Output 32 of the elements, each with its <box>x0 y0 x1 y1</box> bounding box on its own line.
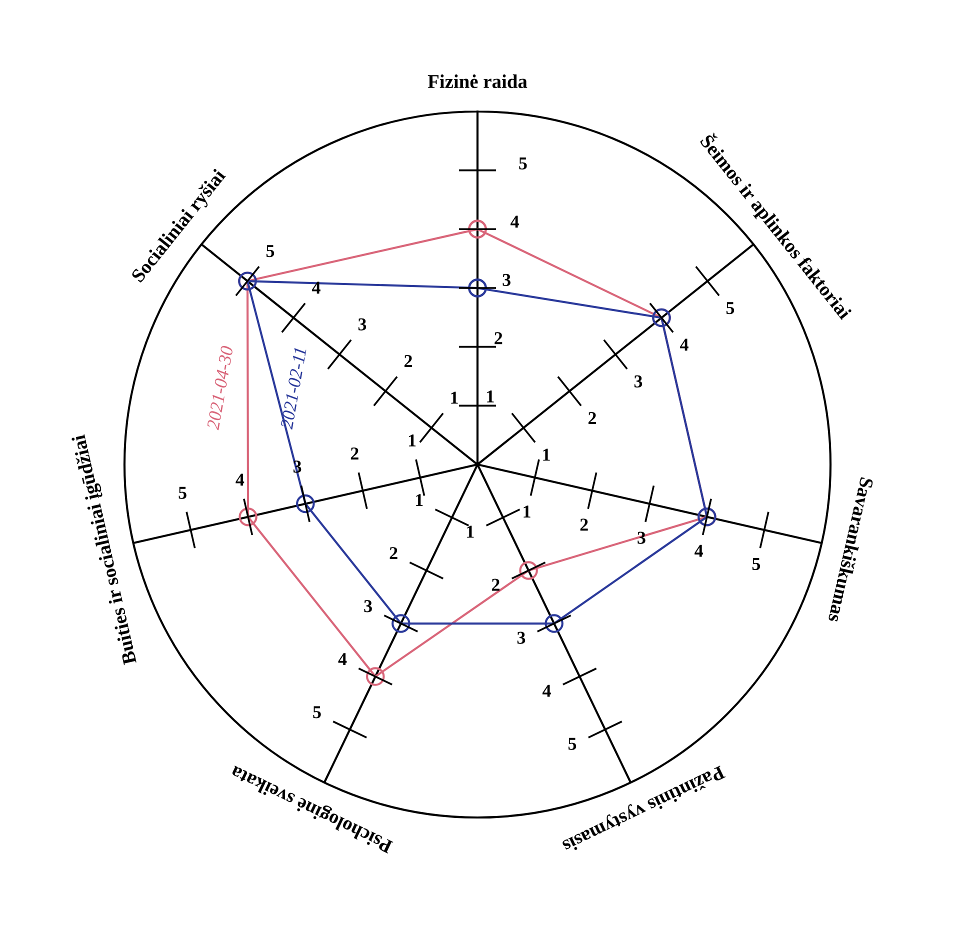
text: 3 <box>502 274 510 286</box>
text: 5 <box>726 302 734 314</box>
text: 5 <box>519 158 527 170</box>
text: 2 <box>350 448 358 460</box>
text: 2021-02-11 <box>280 348 306 430</box>
text: 5 <box>752 558 760 570</box>
text: 5 <box>266 245 274 258</box>
text: 4 <box>680 338 688 351</box>
text: 1 <box>416 494 423 506</box>
text: 1 <box>487 390 494 402</box>
text: 3 <box>364 600 372 612</box>
text: 4 <box>510 216 519 228</box>
spoke-label: Buities ir socialiniai įgūdžiai <box>70 433 141 666</box>
text: 1 <box>408 434 416 446</box>
text: 2 <box>494 332 502 344</box>
text: 2 <box>580 518 588 531</box>
text: 1 <box>451 392 458 404</box>
text: 3 <box>358 318 366 330</box>
text: 4 <box>338 653 347 666</box>
text: 3 <box>634 375 642 388</box>
text: 2 <box>588 412 596 424</box>
text: 5 <box>313 706 321 718</box>
text: 2 <box>404 354 412 367</box>
spoke-label: Fizinė raida <box>428 74 528 88</box>
text: 1 <box>543 448 550 461</box>
text: 2021-04-30 <box>206 345 234 430</box>
text: 4 <box>312 282 320 294</box>
text: 4 <box>236 474 244 486</box>
text: 5 <box>178 486 186 499</box>
text: 1 <box>524 506 530 518</box>
text: 2 <box>390 547 398 560</box>
text: 4 <box>694 544 704 557</box>
